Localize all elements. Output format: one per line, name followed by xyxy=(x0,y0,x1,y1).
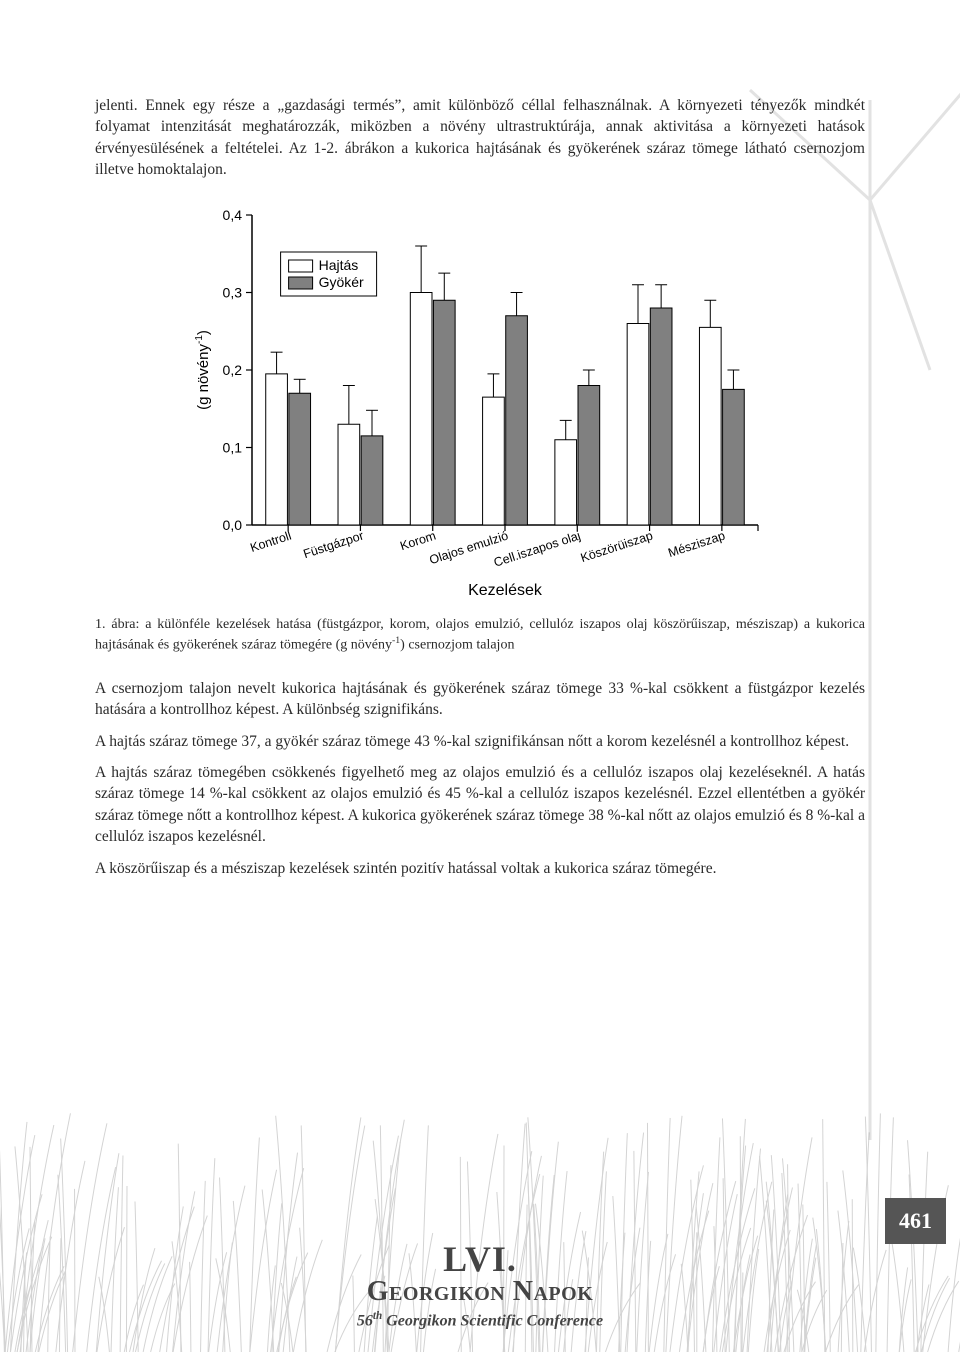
svg-text:0,0: 0,0 xyxy=(223,517,243,533)
svg-text:Gyökér: Gyökér xyxy=(319,274,364,290)
footer-subtitle: 56th Georgikon Scientific Conference xyxy=(0,1310,960,1330)
footer-title: Georgikon Napok xyxy=(0,1276,960,1308)
svg-text:Kontroll: Kontroll xyxy=(248,528,293,554)
svg-text:Füstgázpor: Füstgázpor xyxy=(302,528,366,561)
paragraph-4: A hajtás száraz tömegében csökkenés figy… xyxy=(95,762,865,848)
footer: LVI. Georgikon Napok 56th Georgikon Scie… xyxy=(0,1238,960,1330)
figure-caption: 1. ábra: a különféle kezelések hatása (f… xyxy=(95,616,865,656)
paragraph-2: A csernozjom talajon nevelt kukorica haj… xyxy=(95,678,865,721)
svg-text:0,3: 0,3 xyxy=(223,284,243,300)
footer-roman: LVI. xyxy=(0,1238,960,1280)
svg-text:Korom: Korom xyxy=(398,528,437,553)
svg-text:Kezelések: Kezelések xyxy=(468,582,543,599)
paragraph-3: A hajtás száraz tömege 37, a gyökér szár… xyxy=(95,731,865,752)
svg-text:Hajtás: Hajtás xyxy=(319,257,359,273)
caption-sup: -1 xyxy=(392,635,400,646)
svg-text:Köszörüiszap: Köszörüiszap xyxy=(579,528,655,565)
paragraph-5: A köszörűiszap és a mésziszap kezelések … xyxy=(95,858,865,879)
paragraph-1: jelenti. Ennek egy része a „gazdasági te… xyxy=(95,95,865,181)
svg-text:0,1: 0,1 xyxy=(223,439,243,455)
svg-text:(g növény-1): (g növény-1) xyxy=(194,330,212,410)
svg-text:0,2: 0,2 xyxy=(223,362,243,378)
chart-container: 0,0 0,1 0,2 0,3 0,4 (g növény-1) Kontroll Füstg… xyxy=(190,203,770,608)
page-body: jelenti. Ennek egy része a „gazdasági te… xyxy=(0,0,960,1352)
svg-text:Mésziszap: Mésziszap xyxy=(666,528,727,560)
caption-tail: ) csernozjom talajon xyxy=(400,638,514,653)
svg-text:0,4: 0,4 xyxy=(223,207,243,223)
bar-chart: 0,0 0,1 0,2 0,3 0,4 (g növény-1) Kontroll Füstg… xyxy=(190,203,770,603)
